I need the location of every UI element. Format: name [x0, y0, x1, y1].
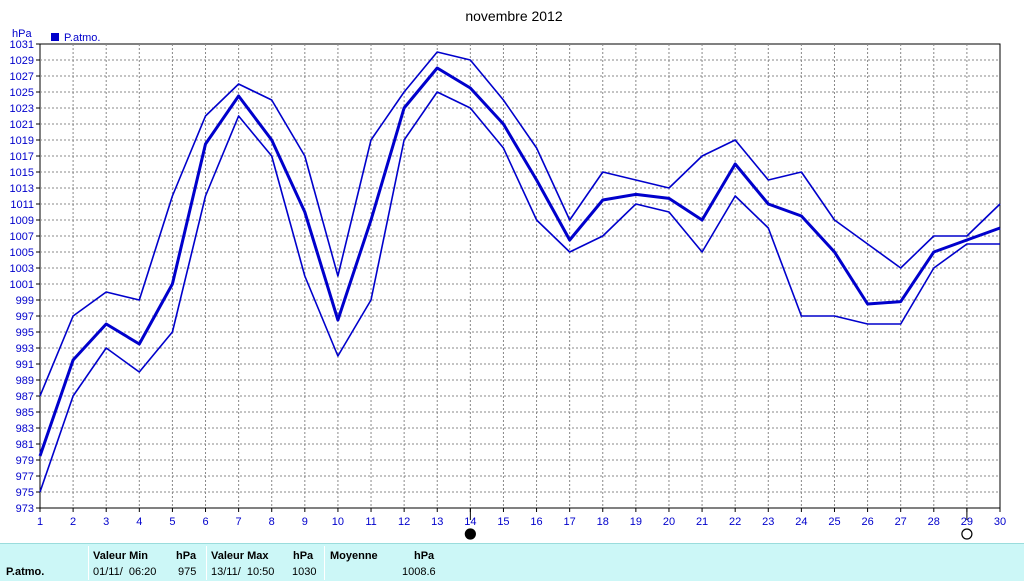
max-value: 1030: [292, 566, 317, 578]
y-axis-unit: hPa: [12, 28, 32, 40]
y-tick-label: 1001: [10, 279, 34, 291]
x-tick-label: 14: [464, 516, 476, 528]
chart-title: novembre 2012: [465, 8, 563, 24]
y-tick-label: 995: [16, 327, 34, 339]
x-tick-label: 30: [994, 516, 1006, 528]
x-tick-label: 11: [365, 516, 376, 528]
x-tick-label: 9: [302, 516, 308, 528]
x-tick-label: 28: [928, 516, 940, 528]
x-tick-label: 20: [663, 516, 675, 528]
y-tick-label: 979: [16, 455, 34, 467]
x-tick-label: 1: [37, 516, 43, 528]
legend-swatch: [51, 33, 59, 41]
y-tick-label: 977: [16, 471, 34, 483]
series-line-min: [39, 91, 1000, 493]
y-tick-label: 975: [16, 487, 34, 499]
series-line-mean: [38, 66, 1001, 457]
min-header: Valeur Min: [93, 550, 149, 562]
y-tick-label: 1005: [10, 247, 34, 259]
x-tick-label: 23: [762, 516, 774, 528]
y-tick-label: 1017: [10, 151, 34, 163]
x-tick-label: 10: [332, 516, 344, 528]
x-tick-label: 13: [431, 516, 443, 528]
x-tick-label: 29: [961, 516, 973, 528]
y-tick-label: 983: [16, 423, 34, 435]
x-tick-label: 16: [530, 516, 542, 528]
y-tick-label: 989: [16, 375, 34, 387]
x-tick-label: 4: [136, 516, 142, 528]
y-tick-label: 1003: [10, 263, 34, 275]
avg-header: Moyenne: [330, 550, 378, 562]
y-tick-label: 981: [16, 439, 34, 451]
max-date: 13/11/ 10:50: [211, 566, 275, 578]
x-tick-label: 21: [696, 516, 708, 528]
grid-lines: [40, 44, 1000, 508]
summary-divider: [206, 546, 207, 580]
x-tick-label: 22: [729, 516, 741, 528]
y-tick-label: 987: [16, 391, 34, 403]
x-tick-labels: 1 2 3 4 5 6 7 8 9 10 11 12 13 14 15 16 17 18 19 20 21 22 23 24 2…: [37, 508, 1006, 528]
pressure-chart: novembre 2012 hPa P.atmo. 97397597797998…: [10, 8, 1006, 540]
x-tick-label: 6: [202, 516, 208, 528]
summary-bar: P.atmo. Valeur Min hPa 01/11/ 06:20 975 …: [0, 543, 1024, 581]
y-tick-label: 1029: [10, 55, 34, 67]
y-tick-labels: 973 975 977 979 981 983 985 987 989 991 993 995 997 9…: [10, 39, 40, 515]
x-tick-label: 7: [236, 516, 242, 528]
x-tick-label: 24: [795, 516, 807, 528]
y-tick-label: 1025: [10, 87, 34, 99]
x-tick-label: 17: [564, 516, 576, 528]
x-tick-label: 19: [630, 516, 642, 528]
y-tick-label: 1007: [10, 231, 34, 243]
summary-divider: [88, 546, 89, 580]
x-tick-label: 27: [895, 516, 907, 528]
series-line-max: [39, 51, 1001, 397]
legend-label: P.atmo.: [64, 32, 101, 44]
y-tick-label: 993: [16, 343, 34, 355]
x-tick-label: 12: [398, 516, 410, 528]
x-tick-label: 25: [828, 516, 840, 528]
max-header: Valeur Max: [211, 550, 269, 562]
moon-markers: [464, 508, 973, 540]
y-tick-label: 1011: [10, 199, 34, 211]
x-tick-label: 26: [861, 516, 873, 528]
min-date: 01/11/ 06:20: [93, 566, 157, 578]
y-tick-label: 1013: [10, 183, 34, 195]
max-unit: hPa: [293, 550, 314, 562]
plot-area: [39, 43, 1001, 509]
y-tick-label: 985: [16, 407, 34, 419]
full-moon-icon: [961, 528, 973, 540]
y-tick-label: 1009: [10, 215, 34, 227]
y-tick-label: 973: [16, 503, 34, 515]
y-tick-label: 999: [16, 295, 34, 307]
y-tick-label: 997: [16, 311, 34, 323]
min-value: 975: [178, 566, 197, 578]
y-tick-label: 1031: [10, 39, 34, 51]
y-tick-label: 991: [16, 359, 34, 371]
summary-row-label: P.atmo.: [6, 566, 45, 578]
y-tick-label: 1021: [10, 119, 34, 131]
x-tick-label: 8: [269, 516, 275, 528]
series-lines: [38, 51, 1001, 493]
avg-value: 1008.6: [402, 566, 436, 578]
x-tick-label: 18: [597, 516, 609, 528]
y-tick-label: 1023: [10, 103, 34, 115]
avg-unit: hPa: [414, 550, 435, 562]
y-tick-label: 1027: [10, 71, 34, 83]
y-tick-label: 1015: [10, 167, 34, 179]
summary-divider: [324, 546, 325, 580]
x-tick-label: 3: [103, 516, 109, 528]
min-unit: hPa: [176, 550, 197, 562]
new-moon-icon: [464, 528, 476, 540]
x-tick-label: 5: [169, 516, 175, 528]
x-tick-label: 2: [70, 516, 76, 528]
y-tick-label: 1019: [10, 135, 34, 147]
x-tick-label: 15: [497, 516, 509, 528]
